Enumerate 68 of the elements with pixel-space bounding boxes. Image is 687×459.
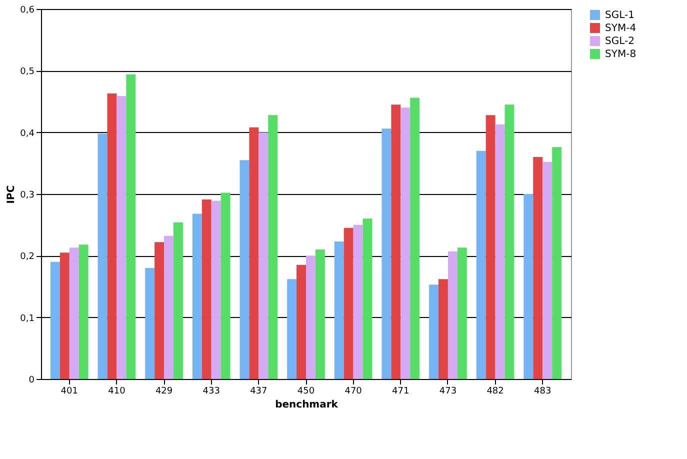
y-tick-label: 0,3 xyxy=(20,190,34,200)
bar xyxy=(211,200,221,379)
bar xyxy=(382,128,392,379)
bar xyxy=(476,150,486,379)
bar xyxy=(192,214,202,379)
x-tick-label: 450 xyxy=(297,386,315,396)
bar xyxy=(174,222,183,379)
bar xyxy=(533,157,543,379)
bar xyxy=(287,279,297,379)
bar xyxy=(457,248,467,379)
bar xyxy=(126,74,136,379)
y-tick-label: 0 xyxy=(28,376,35,386)
y-tick-label: 0,1 xyxy=(20,314,34,324)
x-tick-label: 433 xyxy=(202,386,220,396)
x-tick-label: 437 xyxy=(250,386,268,396)
bar xyxy=(50,262,60,379)
y-tick-label: 0,5 xyxy=(20,67,34,78)
bar xyxy=(220,192,230,379)
bar xyxy=(107,93,117,379)
bar xyxy=(542,162,552,379)
bar xyxy=(448,251,458,379)
bar xyxy=(334,241,344,379)
bar xyxy=(268,115,278,379)
x-tick-label: 410 xyxy=(108,386,126,396)
bar xyxy=(410,98,420,379)
bar xyxy=(552,147,562,379)
bar xyxy=(240,160,250,379)
bar xyxy=(438,279,448,379)
bar xyxy=(164,236,174,379)
bar xyxy=(78,244,88,379)
bar xyxy=(296,264,306,379)
legend-label: SGL-2 xyxy=(605,36,634,47)
bar xyxy=(69,248,79,379)
bar xyxy=(202,200,212,379)
y-axis-title: IPC xyxy=(6,185,18,204)
x-tick-label: 429 xyxy=(155,386,173,396)
bar xyxy=(249,127,259,379)
bar xyxy=(486,115,496,379)
bar xyxy=(98,134,108,379)
x-tick-label: 401 xyxy=(60,386,78,396)
bar xyxy=(429,284,438,379)
x-tick-label: 471 xyxy=(392,386,410,396)
x-tick-label: 483 xyxy=(534,386,552,396)
bar xyxy=(306,256,316,379)
x-tick-label: 473 xyxy=(439,386,457,396)
y-tick-label: 0,4 xyxy=(20,128,35,139)
bar xyxy=(60,252,70,379)
bar xyxy=(154,242,164,379)
bar xyxy=(116,96,126,379)
bar xyxy=(495,124,505,379)
y-tick-label: 0,6 xyxy=(20,6,35,16)
bar xyxy=(400,108,410,379)
x-tick-label: 470 xyxy=(344,386,362,396)
x-tick-label: 482 xyxy=(486,386,504,396)
legend-label: SGL-1 xyxy=(605,10,634,21)
legend-label: SYM-4 xyxy=(605,23,636,34)
bar xyxy=(145,268,155,379)
bar xyxy=(344,228,354,379)
legend-label: SYM-8 xyxy=(605,49,636,60)
bar xyxy=(258,132,268,379)
x-axis-title: benchmark xyxy=(275,400,338,410)
bar xyxy=(353,224,363,379)
bar xyxy=(524,194,534,379)
bar xyxy=(362,218,372,379)
bar xyxy=(315,250,325,379)
y-tick-label: 0,2 xyxy=(20,252,34,262)
bar xyxy=(504,104,514,379)
bar xyxy=(391,104,401,379)
